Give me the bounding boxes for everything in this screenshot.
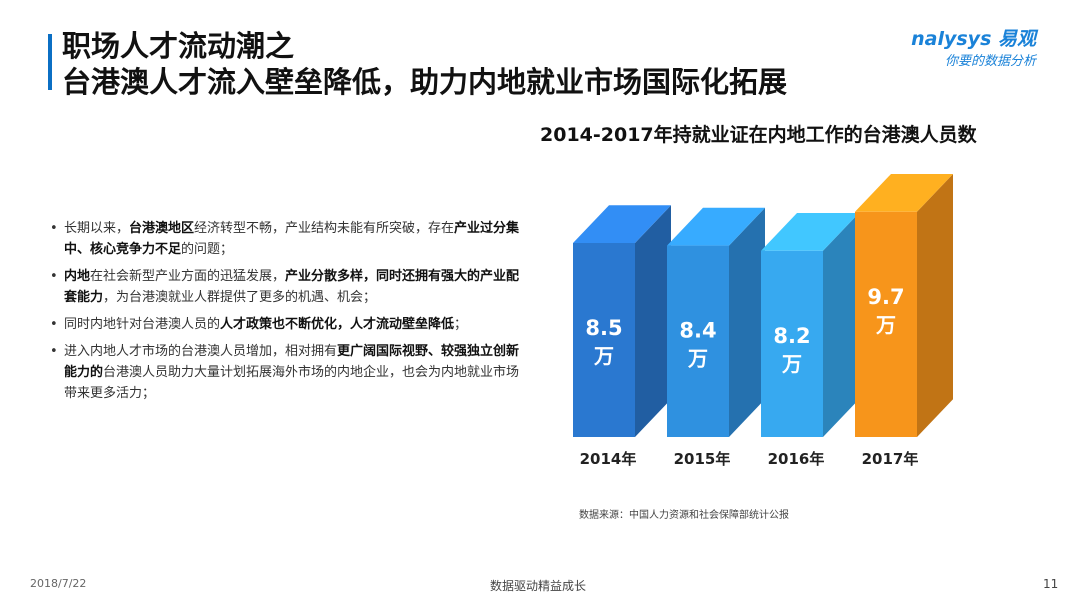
data-label-unit: 万	[781, 352, 802, 376]
footer-date: 2018/7/22	[30, 577, 87, 590]
data-label-unit: 万	[875, 313, 896, 337]
chart-title: 2014-2017年持就业证在内地工作的台港澳人员数	[540, 124, 977, 146]
bar	[667, 245, 729, 437]
bullet-text: 台港澳人员助力大量计划拓展海外市场的内地企业，也会为内地就业市场带来更多活力；	[64, 365, 520, 401]
page-title-line2: 台港澳人才流入壁垒降低，助力内地就业市场国际化拓展	[62, 65, 788, 99]
bullet-item: 内地在社会新型产业方面的迅猛发展，产业分散多样，同时还拥有强大的产业配套能力，为…	[48, 266, 532, 308]
bar	[855, 211, 917, 437]
bullet-text: ，为台港澳就业人群提供了更多的机遇、机会；	[103, 290, 377, 305]
title-accent-bar	[48, 34, 52, 90]
data-label: 8.5	[585, 316, 622, 340]
page-title: 职场人才流动潮之 台港澳人才流入壁垒降低，助力内地就业市场国际化拓展	[62, 28, 787, 100]
bullet-emphasis: 内地	[64, 269, 91, 284]
bar-chart: 8.5 万 2014年 8.4 万 2015年 8.2 万 2016年 9.7 万 2017年	[573, 174, 953, 468]
bullet-emphasis: 更广阔国际视野、较强独立创新能力的	[64, 344, 520, 380]
bullet-item: 同时内地针对台港澳人员的人才政策也不断优化，人才流动壁垒降低；	[48, 314, 532, 335]
bar	[761, 250, 823, 437]
bullet-text: 在社会新型产业方面的迅猛发展，	[90, 269, 286, 284]
data-label: 8.2	[773, 324, 810, 348]
bar-side	[635, 205, 671, 437]
tick-label: 2017年	[862, 450, 919, 468]
bullet-list: 长期以来，台港澳地区经济转型不畅，产业结构未能有所突破，存在产业过分集中、核心竞…	[48, 218, 532, 410]
bullet-text: ；	[454, 317, 468, 332]
bar-side	[917, 174, 953, 437]
bar-top	[667, 207, 765, 246]
bar-top	[573, 205, 671, 243]
data-label: 9.7	[867, 285, 904, 309]
bar-side	[729, 207, 765, 437]
bar	[573, 243, 635, 437]
bullet-text: 长期以来，	[64, 221, 130, 236]
data-label: 8.4	[679, 319, 716, 343]
logo-main-text: nalysys 易观	[911, 28, 1036, 50]
bullet-text: 经济转型不畅，产业结构未能有所突破，存在	[194, 221, 455, 236]
bullet-text: 同时内地针对台港澳人员的	[64, 317, 221, 332]
page-title-line1: 职场人才流动潮之	[62, 29, 295, 63]
bullet-emphasis: 产业过分集中、核心竞争力不足	[64, 221, 520, 257]
bullet-text: 进入内地人才市场的台港澳人员增加，相对拥有	[64, 344, 338, 359]
data-label-unit: 万	[593, 344, 614, 368]
bullet-item: 进入内地人才市场的台港澳人员增加，相对拥有更广阔国际视野、较强独立创新能力的台港…	[48, 341, 532, 404]
logo-sub-text: 你要的数据分析	[944, 54, 1036, 69]
data-source: 数据来源：中国人力资源和社会保障部统计公报	[579, 510, 789, 521]
bullet-item: 长期以来，台港澳地区经济转型不畅，产业结构未能有所突破，存在产业过分集中、核心竞…	[48, 218, 532, 260]
bullet-emphasis: 产业分散多样，同时还拥有强大的产业配套能力	[64, 269, 520, 305]
bullet-emphasis: 人才政策也不断优化，人才流动壁垒降低	[220, 317, 455, 332]
bullet-text: 的问题；	[181, 242, 234, 257]
data-label-unit: 万	[687, 347, 708, 371]
bar-top	[761, 213, 859, 251]
analysys-logo: nalysys 易观 你要的数据分析	[902, 22, 1062, 72]
page-number: 11	[1043, 577, 1059, 591]
footer-slogan: 数据驱动精益成长	[490, 579, 587, 593]
tick-label: 2014年	[580, 450, 637, 468]
bar-top	[855, 174, 953, 212]
bullet-emphasis: 台港澳地区	[129, 221, 195, 236]
tick-label: 2016年	[768, 450, 825, 468]
tick-label: 2015年	[674, 450, 731, 468]
bar-side	[823, 213, 859, 437]
